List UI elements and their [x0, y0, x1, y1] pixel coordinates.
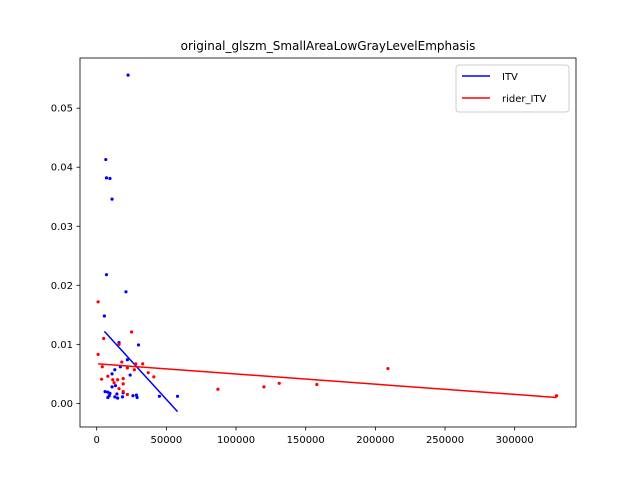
data-point-rider-itv	[121, 376, 125, 381]
data-point-rider-itv	[216, 387, 220, 391]
y-tick-label: 0.05	[51, 104, 73, 115]
data-point-itv	[157, 394, 162, 398]
data-point-rider-itv	[121, 382, 125, 386]
x-tick-label: 200000	[356, 435, 394, 446]
y-tick-label: 0.00	[51, 399, 73, 410]
data-point-rider-itv	[277, 381, 281, 385]
data-point-rider-itv	[96, 352, 100, 356]
data-point-itv	[113, 395, 117, 399]
data-point-itv	[120, 395, 125, 399]
data-point-rider-itv	[146, 371, 150, 375]
data-point-itv	[124, 290, 128, 294]
data-point-rider-itv	[102, 336, 106, 341]
plot-area	[96, 73, 559, 413]
y-tick-label: 0.02	[51, 281, 73, 292]
data-point-itv	[110, 197, 114, 201]
y-tick-label: 0.04	[51, 163, 73, 174]
data-point-rider-itv	[112, 381, 116, 385]
data-point-itv	[110, 385, 114, 389]
legend-label-itv: ITV	[502, 72, 518, 83]
data-point-rider-itv	[132, 368, 136, 372]
data-point-rider-itv	[554, 394, 559, 398]
data-point-itv	[102, 314, 106, 318]
axes: 0 50000 100000 150000 200000 250000 300000 0.00…	[51, 57, 577, 446]
data-point-itv	[104, 273, 109, 277]
data-point-rider-itv	[129, 330, 134, 334]
data-point-rider-itv	[106, 374, 110, 378]
x-tick-label: 250000	[426, 435, 464, 446]
legend-label-rider-itv: rider_ITV	[502, 94, 547, 105]
data-point-rider-itv	[386, 366, 390, 371]
legend: ITV rider_ITV	[455, 64, 570, 113]
data-point-rider-itv	[117, 342, 121, 346]
data-point-rider-itv	[116, 378, 120, 382]
data-point-rider-itv	[111, 378, 115, 382]
y-tick-label: 0.01	[51, 340, 73, 351]
data-point-rider-itv	[315, 382, 319, 387]
data-point-itv	[110, 372, 114, 376]
fit-line-rider-itv	[98, 363, 557, 399]
axes-frame	[79, 57, 577, 428]
fit-line-itv	[103, 330, 179, 413]
data-point-rider-itv	[100, 365, 104, 369]
data-point-itv	[116, 396, 120, 400]
data-point-itv	[115, 392, 119, 396]
data-point-rider-itv	[125, 366, 129, 370]
data-point-itv	[135, 395, 139, 400]
data-point-rider-itv	[117, 387, 121, 391]
data-point-itv	[136, 343, 141, 347]
data-point-itv	[104, 176, 109, 180]
data-point-itv	[126, 73, 130, 77]
data-point-itv	[125, 358, 129, 362]
x-tick-label: 150000	[287, 435, 325, 446]
data-point-rider-itv	[262, 385, 266, 389]
data-point-itv	[131, 394, 135, 398]
data-point-rider-itv	[134, 362, 138, 366]
data-point-rider-itv	[99, 377, 104, 381]
data-point-itv	[108, 176, 112, 181]
chart-title: original_glszm_SmallAreaLowGrayLevelEmph…	[181, 39, 476, 53]
x-tick-label: 100000	[217, 435, 255, 446]
data-point-itv	[128, 373, 132, 377]
data-point-itv	[103, 389, 107, 394]
x-tick-label: 0	[94, 435, 100, 446]
x-tick-label: 50000	[150, 435, 182, 446]
data-point-rider-itv	[121, 389, 125, 394]
data-point-itv	[175, 394, 180, 398]
x-tick-label: 300000	[496, 435, 534, 446]
data-point-rider-itv	[120, 360, 124, 364]
data-point-rider-itv	[125, 392, 129, 397]
data-point-itv	[113, 384, 118, 388]
data-point-itv	[107, 394, 111, 398]
y-tick-label: 0.03	[51, 222, 73, 233]
data-point-itv	[113, 368, 117, 372]
data-point-rider-itv	[96, 300, 100, 304]
data-point-rider-itv	[141, 362, 145, 366]
data-point-itv	[104, 157, 108, 162]
data-point-rider-itv	[152, 375, 156, 379]
